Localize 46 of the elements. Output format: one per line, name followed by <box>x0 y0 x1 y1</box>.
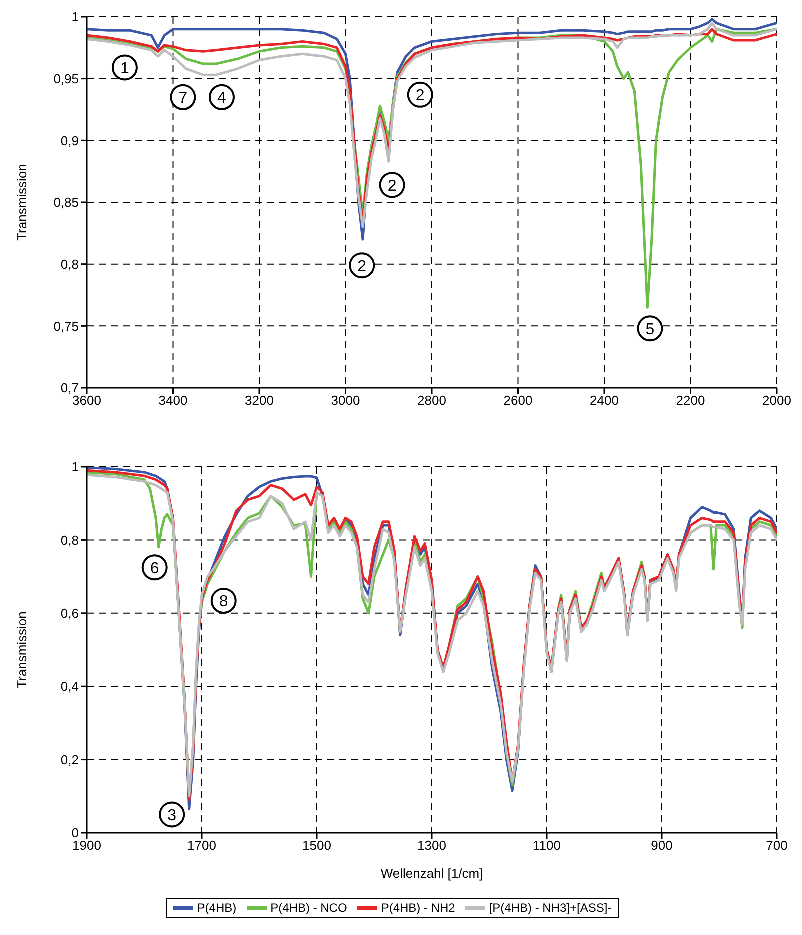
legend-label: P(4HB) <box>197 901 237 915</box>
annotation: 2 <box>358 258 367 276</box>
x-tick-label: 2000 <box>762 393 792 408</box>
x-tick-label: 700 <box>766 838 788 854</box>
x-tick-label: 2400 <box>590 393 619 408</box>
y-tick-label: 0,6 <box>60 606 79 622</box>
x-tick-label: 2600 <box>504 393 533 408</box>
annotation: 5 <box>646 321 655 338</box>
annotation: 3 <box>168 807 177 824</box>
y-axis-title: Transmission <box>14 164 30 241</box>
x-tick-label: 1500 <box>302 838 332 854</box>
legend-label: [P(4HB) - NH3]+[ASS]- <box>489 901 612 915</box>
annotation: 4 <box>218 90 227 108</box>
y-tick-label: 0 <box>72 826 79 841</box>
y-tick-label: 0,4 <box>60 679 79 694</box>
x-tick-label: 3000 <box>331 393 360 408</box>
y-tick-label: 1 <box>72 10 79 25</box>
y-tick-label: 0,75 <box>54 318 79 334</box>
y-tick-label: 0,95 <box>54 71 79 86</box>
y-tick-label: 0,7 <box>60 380 79 396</box>
x-tick-label: 2200 <box>676 393 706 408</box>
y-tick-label: 0,8 <box>60 532 79 548</box>
legend-label: P(4HB) - NH2 <box>381 901 456 915</box>
x-tick-label: 3400 <box>158 393 188 408</box>
y-tick-label: 0,9 <box>60 133 79 148</box>
annotation: 1 <box>120 60 130 78</box>
y-tick-label: 0,2 <box>60 752 79 768</box>
x-tick-label: 1900 <box>72 838 102 854</box>
annotation: 2 <box>416 88 425 105</box>
x-tick-label: 1100 <box>533 838 561 854</box>
x-axis-title: Wellenzahl [1/cm] <box>380 866 484 881</box>
y-tick-label: 0,8 <box>60 256 79 272</box>
y-axis-title: Transmission <box>14 612 30 688</box>
x-tick-label: 3600 <box>72 393 102 408</box>
x-tick-label: 2800 <box>418 393 446 408</box>
annotation: 7 <box>178 90 188 108</box>
annotation: 8 <box>219 594 228 611</box>
x-tick-label: 1300 <box>418 838 446 854</box>
annotation: 2 <box>388 178 397 195</box>
y-tick-label: 0,85 <box>54 195 79 210</box>
y-tick-label: 1 <box>72 460 79 475</box>
x-tick-label: 3200 <box>245 393 274 408</box>
x-tick-label: 900 <box>651 838 673 854</box>
annotation: 6 <box>150 560 160 578</box>
x-tick-label: 1700 <box>188 838 216 854</box>
legend-label: P(4HB) - NCO <box>270 901 348 915</box>
